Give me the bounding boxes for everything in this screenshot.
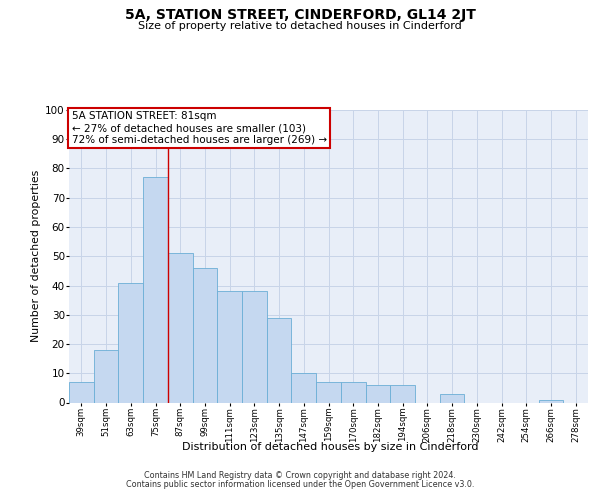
Bar [390,385,415,402]
Text: 5A STATION STREET: 81sqm
← 27% of detached houses are smaller (103)
72% of semi-: 5A STATION STREET: 81sqm ← 27% of detach… [71,112,327,144]
Bar [168,254,193,402]
Bar [440,394,464,402]
Bar [267,318,292,402]
Bar [94,350,118,403]
Bar [193,268,217,402]
Bar [341,382,365,402]
Bar [242,292,267,403]
Bar [539,400,563,402]
Bar [365,385,390,402]
Bar [316,382,341,402]
Bar [118,282,143,403]
Bar [217,292,242,403]
Text: Distribution of detached houses by size in Cinderford: Distribution of detached houses by size … [182,442,478,452]
Bar [292,373,316,402]
Text: Contains HM Land Registry data © Crown copyright and database right 2024.: Contains HM Land Registry data © Crown c… [144,471,456,480]
Text: Contains public sector information licensed under the Open Government Licence v3: Contains public sector information licen… [126,480,474,489]
Y-axis label: Number of detached properties: Number of detached properties [31,170,41,342]
Text: Size of property relative to detached houses in Cinderford: Size of property relative to detached ho… [138,21,462,31]
Text: 5A, STATION STREET, CINDERFORD, GL14 2JT: 5A, STATION STREET, CINDERFORD, GL14 2JT [125,8,475,22]
Bar [143,178,168,402]
Bar [69,382,94,402]
